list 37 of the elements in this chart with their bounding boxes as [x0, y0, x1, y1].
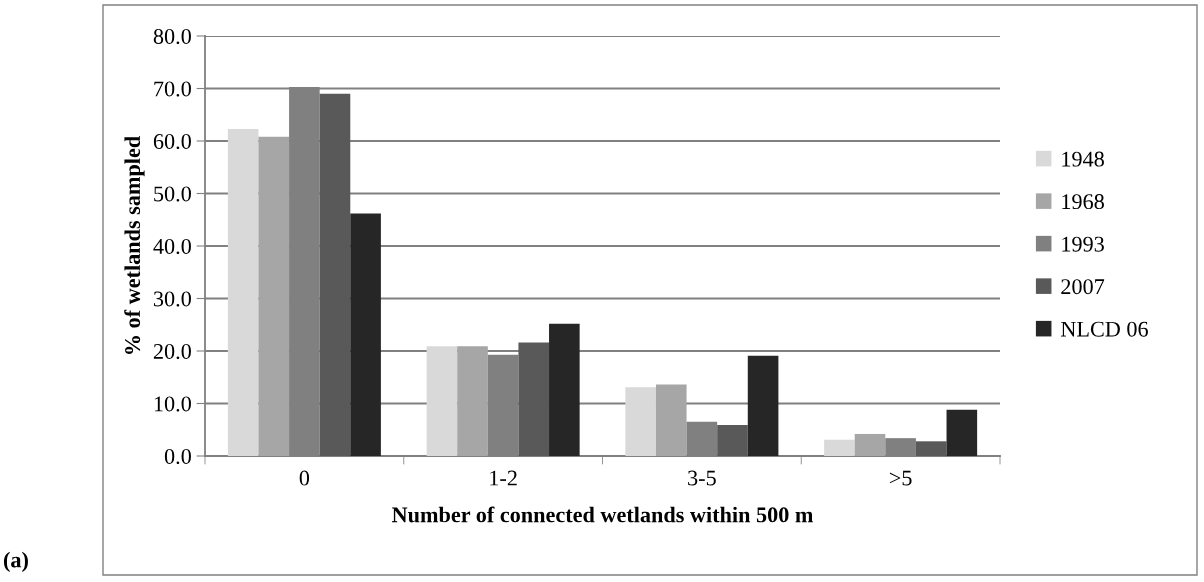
x-tick-label: 3-5 [688, 470, 716, 486]
bar [258, 136, 290, 456]
y-tick-label: 60.0 [153, 133, 191, 150]
y-tick-label: 50.0 [154, 186, 191, 202]
bar [227, 128, 259, 456]
y-tick-label: 70.0 [154, 81, 191, 97]
y-tick-label: 30.0 [153, 291, 191, 307]
bar [655, 384, 687, 456]
x-tick-label: 1-2 [490, 470, 517, 486]
y-axis-title: % of wetlands sampled [124, 136, 145, 354]
bar [747, 355, 779, 456]
bar [625, 387, 656, 456]
legend-label: 1993 [1062, 236, 1104, 252]
text: (a) [3, 551, 28, 572]
bar [717, 425, 748, 456]
legend-label: 1968 [1062, 194, 1104, 210]
y-tick-label: 10.0 [154, 396, 191, 412]
bar [426, 346, 458, 456]
bar [350, 213, 381, 456]
y-tick-label: 40.0 [153, 238, 191, 255]
bar [319, 93, 351, 456]
x-tick-label: 0 [299, 470, 310, 486]
bar [915, 441, 947, 456]
x-axis-title: Number of connected wetlands within 500 m [392, 506, 814, 523]
y-tick-label: 20.0 [153, 343, 191, 360]
bar [824, 439, 855, 456]
x-tick-label: >5 [889, 470, 912, 486]
bar [457, 346, 488, 456]
y-tick-label: 0.0 [164, 448, 191, 465]
bar [946, 409, 978, 456]
legend-label: 2007 [1061, 279, 1105, 295]
legend-label: 1948 [1062, 151, 1104, 167]
legend-label: NLCD 06 [1060, 321, 1148, 337]
y-tick-label: 80.0 [153, 28, 191, 45]
bar [854, 433, 886, 456]
bar [518, 342, 550, 456]
bar [549, 323, 580, 456]
